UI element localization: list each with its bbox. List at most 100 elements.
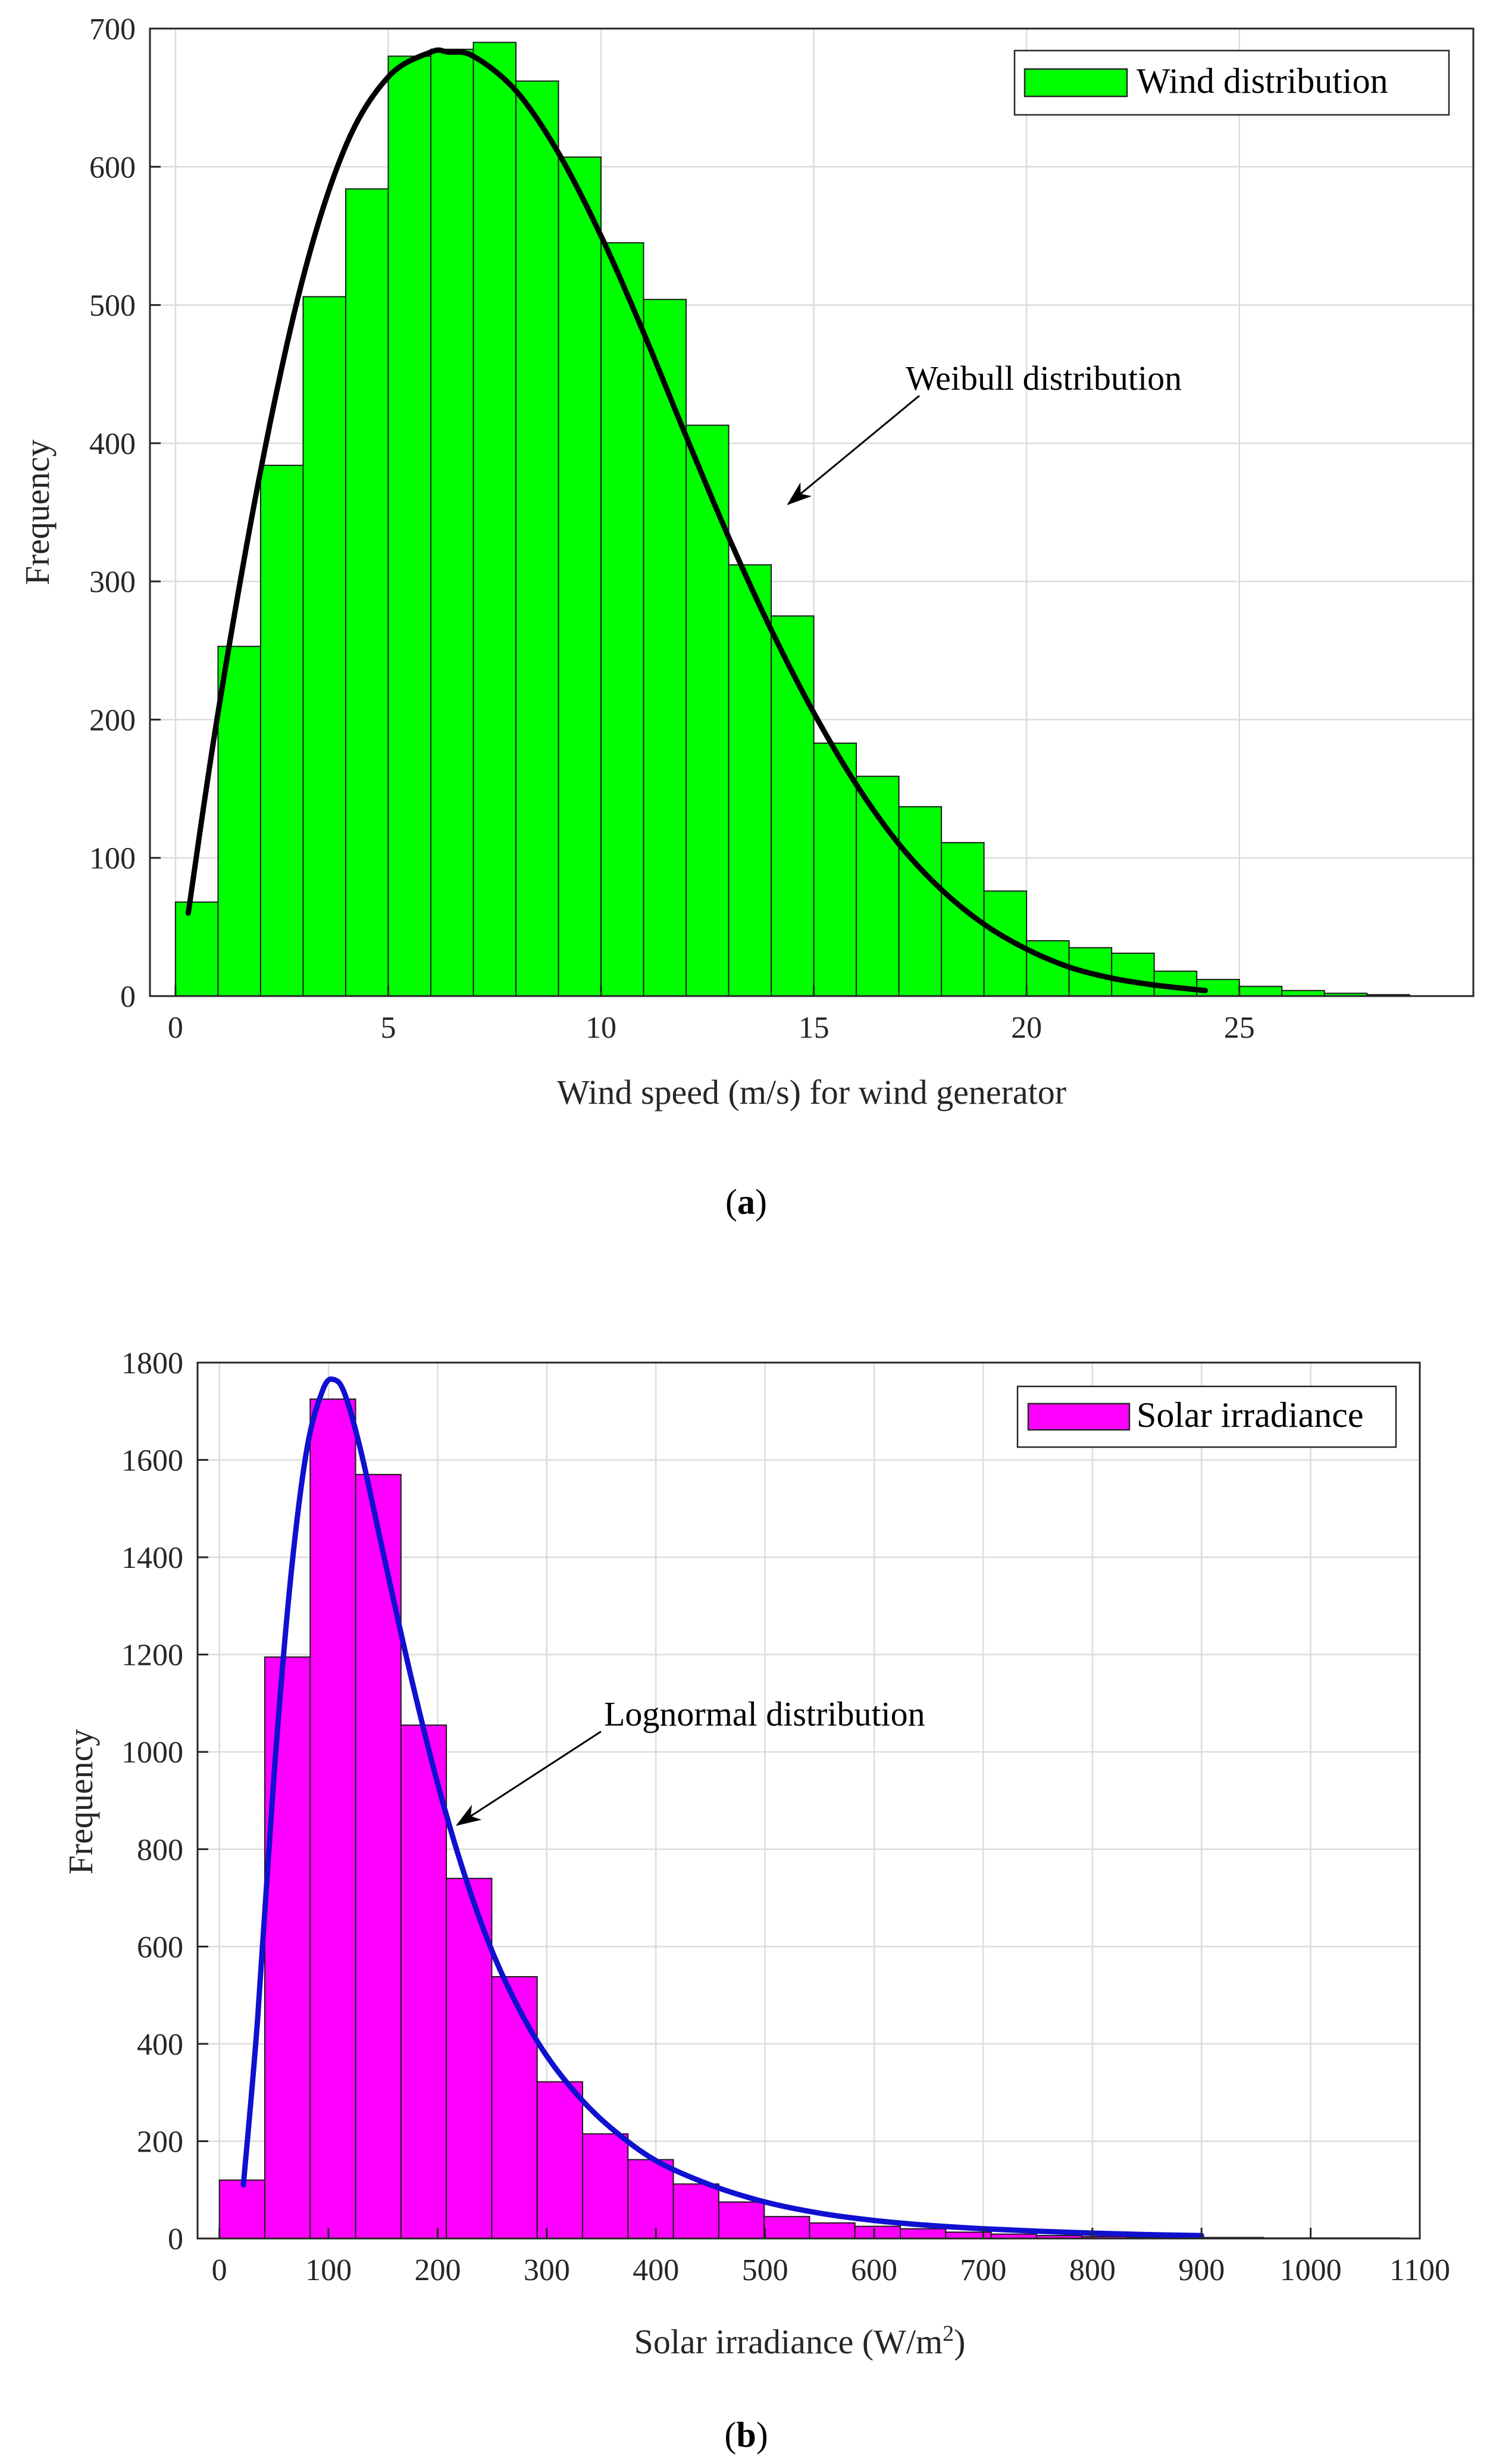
wind-bar-6	[430, 48, 474, 997]
wind-y-tick-label-3: 300	[89, 565, 136, 599]
solar-y-tick-label-2: 400	[137, 2028, 183, 2062]
solar-bar-16	[945, 2231, 992, 2240]
solar-y-tick-label-5: 1000	[121, 1736, 183, 1770]
solar-y-ticks: 0 200 400 600 800 1000 1200 1400 1600 1800	[121, 1347, 208, 2256]
solar-bar-14	[854, 2225, 901, 2240]
wind-x-tick-label-3: 15	[799, 1011, 829, 1045]
solar-y-tick-label-0: 0	[168, 2222, 183, 2256]
wind-bar-13	[728, 564, 772, 997]
wind-bar-12	[685, 424, 730, 997]
solar-bar-6	[491, 1976, 538, 2240]
solar-x-tick-label-3: 300	[524, 2253, 570, 2287]
solar-x-tick-label-9: 900	[1178, 2253, 1225, 2287]
wind-bar-25	[1238, 985, 1283, 997]
wind-y-ticks: 0 100 200 300 400 500 600 700	[89, 12, 161, 1014]
solar-figure-caption: (b)	[724, 2415, 768, 2454]
solar-bars	[218, 1398, 1401, 2240]
wind-y-axis-label: Frequency	[18, 440, 57, 586]
wind-bar-15	[813, 742, 857, 997]
solar-bar-4	[400, 1724, 447, 2239]
solar-y-tick-label-1: 200	[137, 2125, 183, 2159]
solar-y-tick-label-7: 1400	[121, 1541, 183, 1575]
wind-y-tick-label-5: 500	[89, 289, 136, 323]
solar-bar-7	[536, 2081, 584, 2239]
wind-bar-7	[472, 42, 517, 997]
solar-y-tick-label-8: 1600	[121, 1444, 183, 1478]
solar-bar-3	[355, 1474, 402, 2239]
wind-bar-4	[345, 188, 389, 997]
lognormal-curve-group	[240, 1376, 1204, 2238]
solar-y-tick-label-9: 1800	[121, 1347, 183, 1380]
wind-y-tick-label-0: 0	[120, 980, 136, 1014]
wind-x-ticks: 0 5 10 15 20 25	[168, 985, 1255, 1045]
wind-y-tick-label-4: 400	[89, 427, 136, 461]
wind-x-axis-label: Wind speed (m/s) for wind generator	[557, 1073, 1066, 1112]
wind-figure-caption: (a)	[725, 1182, 767, 1222]
solar-bar-0	[218, 2179, 265, 2240]
solar-x-axis-label-suffix: )	[954, 2322, 965, 2361]
wind-y-tick-label-7: 700	[89, 12, 136, 46]
wind-bar-22	[1111, 952, 1155, 997]
weibull-curve-group	[185, 47, 1208, 994]
solar-x-tick-label-1: 100	[305, 2253, 352, 2287]
solar-x-tick-label-11: 1100	[1389, 2253, 1450, 2287]
solar-legend: Solar irradiance	[1016, 1385, 1397, 1448]
weibull-annotation-label: Weibull distribution	[906, 359, 1182, 397]
solar-caption-letter: b	[736, 2415, 756, 2454]
solar-x-axis-label-main: Solar irradiance (W/m	[634, 2322, 943, 2361]
solar-bar-10	[672, 2183, 719, 2240]
wind-legend-box	[1013, 49, 1450, 116]
weibull-annotation-arrow	[787, 395, 920, 505]
wind-x-tick-label-5: 25	[1224, 1011, 1255, 1045]
wind-bar-9	[558, 156, 602, 997]
wind-caption-letter: a	[737, 1182, 755, 1222]
wind-bar-3	[302, 296, 346, 997]
solar-bar-15	[900, 2228, 947, 2240]
solar-bar-1	[264, 1656, 311, 2240]
solar-histogram-chart: 0 100 200 300 400 500 600 700 800 900 1000 1100 020…	[61, 1347, 1450, 2454]
solar-x-axis-label-sup: 2	[943, 2321, 954, 2346]
wind-y-tick-label-2: 200	[89, 703, 136, 737]
wind-bar-17	[898, 806, 943, 997]
wind-bar-8	[515, 80, 559, 997]
solar-x-tick-label-10: 1000	[1280, 2253, 1342, 2287]
solar-legend-label: Solar irradiance	[1137, 1395, 1363, 1435]
solar-bar-11	[718, 2201, 765, 2240]
wind-bar-20	[1026, 940, 1070, 997]
wind-x-tick-label-1: 5	[380, 1011, 396, 1045]
wind-x-tick-label-0: 0	[168, 1011, 183, 1045]
wind-x-tick-label-2: 10	[586, 1011, 616, 1045]
wind-bars	[174, 42, 1410, 997]
wind-bar-11	[643, 299, 687, 997]
solar-x-tick-label-0: 0	[212, 2253, 227, 2287]
solar-bar-2	[309, 1398, 356, 2239]
wind-histogram-chart: 0 5 10 15 20 25 0 100 200 300 400 500 600 700 Wind s…	[18, 12, 1475, 1222]
solar-x-tick-label-2: 200	[414, 2253, 461, 2287]
wind-legend: Wind distribution	[1013, 49, 1450, 116]
solar-x-tick-label-8: 800	[1069, 2253, 1116, 2287]
wind-bar-5	[387, 55, 431, 997]
solar-plot-frame	[196, 1361, 1421, 2240]
solar-bar-9	[627, 2159, 674, 2240]
solar-bar-13	[809, 2222, 856, 2239]
wind-plot-frame	[149, 27, 1475, 997]
wind-bar-2	[259, 465, 304, 997]
lognormal-annotation-arrow	[455, 1730, 602, 1826]
solar-fit-curve	[240, 1376, 1204, 2238]
wind-legend-label: Wind distribution	[1137, 61, 1388, 101]
solar-x-axis-label: Solar irradiance (W/m2)	[634, 2321, 966, 2361]
solar-x-tick-label-4: 400	[633, 2253, 679, 2287]
lognormal-annotation-label: Lognormal distribution	[604, 1695, 925, 1733]
solar-x-ticks: 0 100 200 300 400 500 600 700 800 900 1000 1100	[212, 2228, 1450, 2287]
solar-y-tick-label-3: 600	[137, 1930, 183, 1964]
wind-y-tick-label-1: 100	[89, 842, 136, 876]
solar-legend-swatch	[1027, 1402, 1131, 1431]
wind-bar-0	[174, 901, 219, 997]
solar-bar-12	[763, 2216, 810, 2239]
wind-fit-curve	[185, 47, 1208, 994]
wind-bar-10	[600, 242, 644, 997]
wind-y-tick-label-6: 600	[89, 151, 136, 184]
solar-x-tick-label-6: 600	[851, 2253, 897, 2287]
solar-y-axis-label: Frequency	[61, 1729, 100, 1875]
